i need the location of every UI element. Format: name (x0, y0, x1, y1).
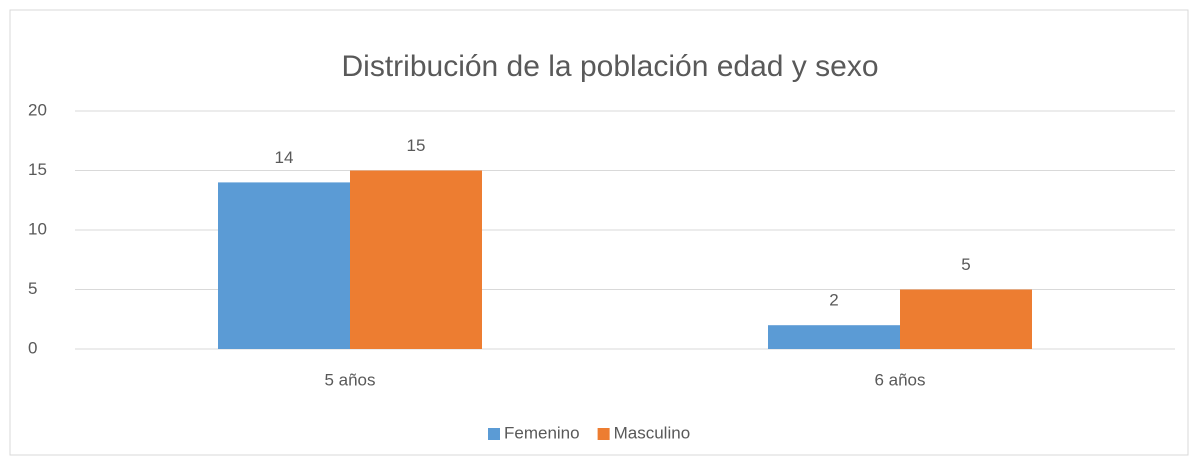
y-tick-label: 5 (28, 279, 37, 298)
bar (350, 170, 482, 349)
bar (768, 325, 900, 349)
y-tick-label: 10 (28, 219, 47, 238)
bar (900, 289, 1032, 349)
data-label: 5 (961, 255, 970, 274)
y-tick-label: 20 (28, 100, 47, 119)
legend-swatch (488, 428, 500, 440)
y-tick-label: 0 (28, 338, 37, 357)
x-tick-label: 6 años (874, 370, 925, 389)
legend-label: Femenino (504, 423, 580, 442)
legend-label: Masculino (614, 423, 691, 442)
data-label: 15 (407, 136, 426, 155)
y-tick-label: 15 (28, 160, 47, 179)
x-tick-label: 5 años (324, 370, 375, 389)
chart-title: Distribución de la población edad y sexo (342, 50, 879, 83)
bar (218, 182, 350, 349)
legend-swatch (597, 428, 610, 440)
data-label: 2 (829, 291, 838, 310)
data-label: 14 (275, 148, 294, 167)
chart-frame (9, 9, 1189, 456)
